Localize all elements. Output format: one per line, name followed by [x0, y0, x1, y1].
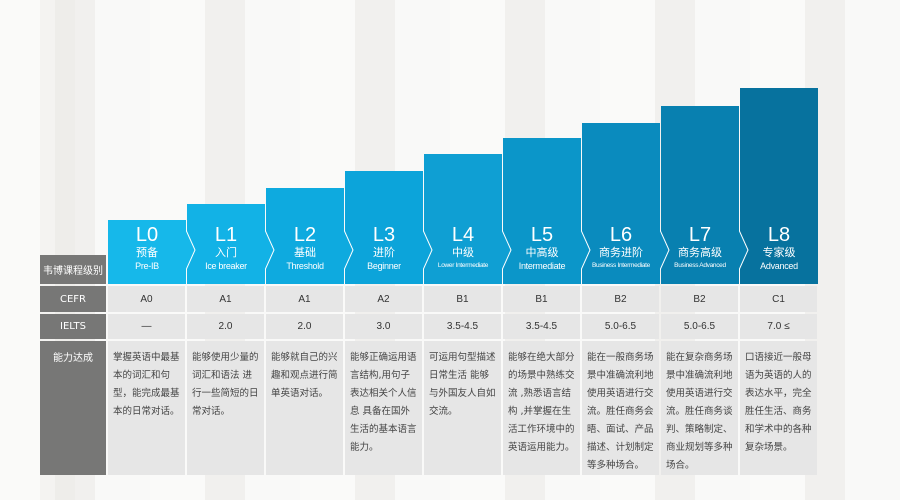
- level-code: L1: [214, 224, 238, 246]
- ielts-cell: 2.0: [266, 314, 343, 339]
- level-name-en: Ice breaker: [205, 261, 247, 271]
- level-code: L8: [767, 224, 791, 246]
- level-bar-l4: L4 中级 Lower Intermediate: [423, 154, 502, 284]
- ability-cell: 掌握英语中最基本的词汇和句型，能完成最基本的日常对话。: [108, 341, 185, 475]
- level-name-en: Business Intermediate: [591, 262, 650, 269]
- ability-cell: 能够就自己的兴趣和观点进行简单英语对话。: [266, 341, 343, 475]
- level-bar-l2: L2 基础 Threshold: [265, 188, 344, 284]
- level-name-cn: 中级: [452, 246, 474, 259]
- cefr-cell: B2: [661, 286, 738, 312]
- level-name-cn: 商务进阶: [599, 246, 643, 259]
- row-label-ability: 能力达成: [40, 341, 106, 475]
- chevron-right-icon: [502, 230, 512, 270]
- ability-cell: 口语接近一般母语为英语的人的表达水平，完全胜任生活、商务和学术中的各种复杂场景。: [740, 341, 817, 475]
- level-name-cn: 预备: [136, 246, 158, 259]
- level-name-cn: 进阶: [373, 246, 395, 259]
- level-code: L7: [688, 224, 712, 246]
- cefr-cell: B1: [424, 286, 501, 312]
- ability-cell: 可运用句型描述日常生活 能够与外国友人自如交流。: [424, 341, 501, 475]
- level-name-en: Lower Intermediate: [437, 262, 489, 269]
- chevron-right-icon: [265, 230, 275, 270]
- chevron-right-icon: [186, 230, 196, 270]
- ielts-cell: 3.5-4.5: [503, 314, 580, 339]
- ielts-cell: 5.0-6.5: [661, 314, 738, 339]
- ability-cell: 能在复杂商务场景中准确流利地使用英语进行交流。胜任商务谈判、策略制定、商业规划等…: [661, 341, 738, 475]
- level-code: L0: [135, 224, 159, 246]
- chevron-right-icon: [423, 230, 433, 270]
- level-name-en: Intermediate: [518, 261, 566, 271]
- cefr-cell: B2: [582, 286, 659, 312]
- cefr-cell: A2: [345, 286, 422, 312]
- level-name-cn: 基础: [294, 246, 316, 259]
- level-name-cn: 中高级: [525, 246, 559, 259]
- level-bar-l1: L1 入门 Ice breaker: [186, 204, 265, 284]
- level-code: L2: [293, 224, 317, 246]
- row-label-course-level: 韦博课程级别: [40, 255, 106, 284]
- ielts-cell: 2.0: [187, 314, 264, 339]
- level-name-en: Beginner: [367, 261, 401, 271]
- ability-cell: 能在一般商务场景中准确流利地使用英语进行交流。胜任商务会晤、面试、产品描述、计划…: [582, 341, 659, 475]
- cefr-cell: B1: [503, 286, 580, 312]
- ielts-cell: 5.0-6.5: [582, 314, 659, 339]
- ability-cell: 能够在绝大部分的场景中熟练交流 ,熟悉语言结构 ,并掌握在生活工作环境中的英语运…: [503, 341, 580, 475]
- level-name-cn: 专家级: [762, 246, 796, 259]
- row-label-ielts: IELTS: [40, 314, 106, 339]
- row-label-cefr: CEFR: [40, 286, 106, 312]
- chevron-right-icon: [581, 230, 591, 270]
- level-name-en: Pre-IB: [135, 261, 159, 271]
- level-bar-l8: L8 专家级 Advanced: [739, 88, 818, 284]
- level-bar-l7: L7 商务高级 Business Advanced: [660, 106, 739, 284]
- level-name-en: Advanced: [760, 261, 798, 271]
- level-code: L4: [451, 224, 475, 246]
- ielts-cell: 7.0 ≤: [740, 314, 817, 339]
- ability-cell: 能够正确运用语言结构,用句子表达相关个人信息 具备在国外生活的基本语言能力。: [345, 341, 422, 475]
- ability-cell: 能够使用少量的词汇和语法 进行一些简短的日常对话。: [187, 341, 264, 475]
- cefr-cell: A0: [108, 286, 185, 312]
- level-name-cn: 入门: [215, 246, 237, 259]
- cefr-cell: A1: [187, 286, 264, 312]
- level-code: L3: [372, 224, 396, 246]
- chevron-right-icon: [739, 230, 749, 270]
- level-name-cn: 商务高级: [678, 246, 722, 259]
- level-bar-l0: L0 预备 Pre-IB: [108, 220, 186, 284]
- level-bar-l5: L5 中高级 Intermediate: [502, 138, 581, 284]
- cefr-cell: A1: [266, 286, 343, 312]
- cefr-cell: C1: [740, 286, 817, 312]
- level-bar-l6: L6 商务进阶 Business Intermediate: [581, 123, 660, 284]
- ielts-cell: —: [108, 314, 185, 339]
- level-code: L5: [530, 224, 554, 246]
- level-name-en: Threshold: [286, 261, 324, 271]
- level-code: L6: [609, 224, 633, 246]
- chevron-right-icon: [344, 230, 354, 270]
- ielts-cell: 3.5-4.5: [424, 314, 501, 339]
- ielts-cell: 3.0: [345, 314, 422, 339]
- level-bar-l3: L3 进阶 Beginner: [344, 171, 423, 284]
- chevron-right-icon: [660, 230, 670, 270]
- level-name-en: Business Advanced: [674, 262, 726, 269]
